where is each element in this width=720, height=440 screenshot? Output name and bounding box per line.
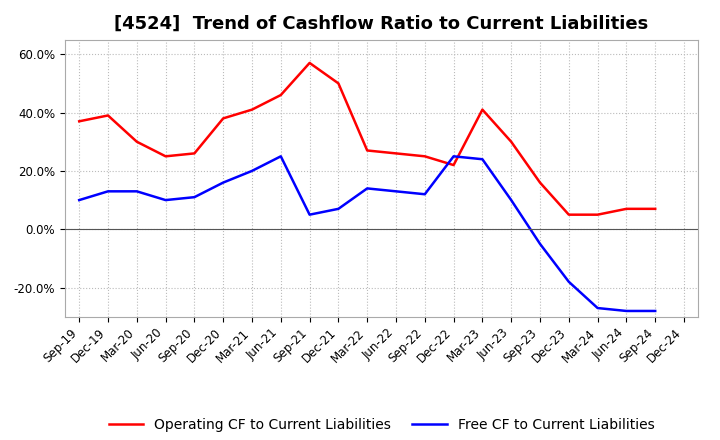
Operating CF to Current Liabilities [651,206,660,212]
Operating CF to Current Liabilities [593,212,602,217]
Operating CF to Current Liabilities [478,107,487,112]
Operating CF to Current Liabilities [75,119,84,124]
Operating CF to Current Liabilities [248,107,256,112]
Operating CF to Current Liabilities [420,154,429,159]
Free CF to Current Liabilities [593,305,602,311]
Free CF to Current Liabilities [219,180,228,185]
Free CF to Current Liabilities [449,154,458,159]
Free CF to Current Liabilities [392,189,400,194]
Operating CF to Current Liabilities [536,180,544,185]
Operating CF to Current Liabilities [392,151,400,156]
Free CF to Current Liabilities [334,206,343,212]
Free CF to Current Liabilities [363,186,372,191]
Free CF to Current Liabilities [622,308,631,314]
Operating CF to Current Liabilities [622,206,631,212]
Line: Free CF to Current Liabilities: Free CF to Current Liabilities [79,156,655,311]
Free CF to Current Liabilities [420,191,429,197]
Operating CF to Current Liabilities [363,148,372,153]
Legend: Operating CF to Current Liabilities, Free CF to Current Liabilities: Operating CF to Current Liabilities, Fre… [103,412,660,437]
Operating CF to Current Liabilities [276,92,285,98]
Free CF to Current Liabilities [161,198,170,203]
Free CF to Current Liabilities [536,241,544,246]
Free CF to Current Liabilities [75,198,84,203]
Title: [4524]  Trend of Cashflow Ratio to Current Liabilities: [4524] Trend of Cashflow Ratio to Curren… [114,15,649,33]
Free CF to Current Liabilities [190,194,199,200]
Operating CF to Current Liabilities [334,81,343,86]
Operating CF to Current Liabilities [161,154,170,159]
Operating CF to Current Liabilities [190,151,199,156]
Operating CF to Current Liabilities [219,116,228,121]
Operating CF to Current Liabilities [132,139,141,144]
Operating CF to Current Liabilities [104,113,112,118]
Free CF to Current Liabilities [104,189,112,194]
Free CF to Current Liabilities [248,168,256,173]
Free CF to Current Liabilities [507,198,516,203]
Operating CF to Current Liabilities [564,212,573,217]
Operating CF to Current Liabilities [507,139,516,144]
Free CF to Current Liabilities [132,189,141,194]
Line: Operating CF to Current Liabilities: Operating CF to Current Liabilities [79,63,655,215]
Free CF to Current Liabilities [478,157,487,162]
Free CF to Current Liabilities [564,279,573,284]
Operating CF to Current Liabilities [449,162,458,168]
Free CF to Current Liabilities [276,154,285,159]
Free CF to Current Liabilities [305,212,314,217]
Operating CF to Current Liabilities [305,60,314,66]
Free CF to Current Liabilities [651,308,660,314]
